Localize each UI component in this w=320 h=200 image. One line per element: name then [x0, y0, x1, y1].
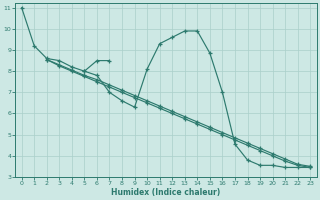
X-axis label: Humidex (Indice chaleur): Humidex (Indice chaleur) [111, 188, 220, 197]
